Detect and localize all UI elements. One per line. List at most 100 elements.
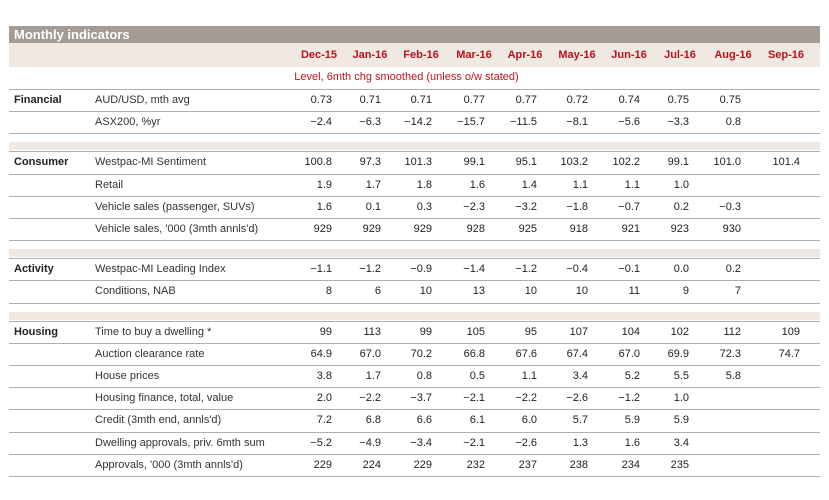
row-label: Vehicle sales, '000 (3mth annls'd)	[95, 223, 259, 235]
table-title: Monthly indicators	[14, 27, 130, 42]
row-label: Conditions, NAB	[95, 285, 176, 298]
row-rule	[9, 218, 820, 219]
row-label: Retail	[95, 178, 124, 191]
subtitle: Level, 6mth chg smoothed (unless o/w sta…	[9, 71, 820, 83]
value-cell: 5.9	[673, 414, 689, 427]
value-cell: 930	[722, 223, 741, 235]
value-cell: 112	[723, 325, 741, 338]
value-cell: 1.6	[624, 436, 640, 449]
row-rule	[9, 387, 820, 389]
value-cell: −3.2	[515, 200, 537, 213]
value-cell: 10	[419, 285, 432, 298]
row-label: ASX200, %yr	[95, 116, 161, 129]
value-cell: 0.75	[667, 94, 689, 106]
value-cell: 229	[313, 458, 332, 471]
value-cell: 101.0	[713, 156, 741, 169]
value-cell: 69.9	[667, 347, 689, 360]
value-cell: 10	[524, 285, 537, 298]
value-cell: 101.4	[772, 156, 800, 169]
value-cell: 234	[621, 458, 640, 471]
value-cell: 1.1	[521, 370, 537, 382]
value-cell: 923	[670, 223, 689, 235]
section-activity: Activity	[14, 263, 54, 276]
value-cell: 0.5	[469, 370, 485, 382]
value-cell: 5.2	[624, 370, 640, 382]
value-cell: 1.7	[365, 370, 381, 382]
section-financial: Financial	[14, 94, 62, 106]
row-label: House prices	[95, 370, 160, 382]
value-cell: 929	[313, 223, 332, 235]
value-cell: 925	[518, 223, 537, 235]
row-rule	[9, 302, 820, 304]
value-cell: 224	[362, 458, 381, 471]
row-label: Approvals, '000 (3mth annls'd)	[95, 458, 243, 471]
value-cell: 3.8	[316, 370, 332, 382]
value-cell: 7	[734, 285, 741, 298]
section-consumer: Consumer	[14, 156, 69, 169]
month-header-jan-16: Jan-16	[352, 49, 388, 61]
row-label: Westpac-MI Leading Index	[95, 263, 226, 276]
month-header-feb-16: Feb-16	[403, 49, 439, 61]
row-rule	[9, 133, 820, 135]
value-cell: −2.1	[463, 436, 485, 449]
value-cell: 0.71	[359, 94, 381, 106]
value-cell: −3.4	[410, 436, 432, 449]
section-housing: Housing	[14, 325, 58, 338]
value-cell: −11.5	[509, 116, 537, 129]
value-cell: −5.6	[618, 116, 640, 129]
row-label: Vehicle sales (passenger, SUVs)	[95, 200, 255, 213]
value-cell: 3.4	[572, 370, 588, 382]
section-rule	[9, 258, 820, 260]
value-cell: 100.8	[304, 156, 332, 169]
value-cell: 6.8	[365, 414, 381, 427]
value-cell: 101.3	[404, 156, 432, 169]
section-gap	[9, 311, 820, 320]
value-cell: −0.1	[618, 263, 640, 276]
row-rule	[9, 240, 820, 242]
value-cell: 232	[466, 458, 485, 471]
value-cell: 0.8	[416, 370, 432, 382]
value-cell: −0.4	[566, 263, 588, 276]
value-cell: −2.6	[566, 392, 588, 405]
row-label: Time to buy a dwelling *	[95, 325, 212, 338]
value-cell: 0.3	[416, 200, 432, 213]
value-cell: 0.1	[365, 200, 381, 213]
value-cell: 1.6	[316, 200, 332, 213]
row-label: Credit (3mth end, annls'd)	[95, 414, 222, 427]
value-cell: −14.2	[404, 116, 432, 129]
value-cell: −15.7	[457, 116, 485, 129]
value-cell: 7.2	[316, 414, 332, 427]
value-cell: 11	[628, 285, 640, 298]
value-cell: −3.3	[667, 116, 689, 129]
row-rule	[9, 409, 820, 411]
row-label: Dwelling approvals, priv. 6mth sum	[95, 436, 265, 449]
value-cell: −0.9	[410, 263, 432, 276]
value-cell: 67.0	[359, 347, 381, 360]
value-cell: −1.2	[359, 263, 381, 276]
value-cell: 5.9	[624, 414, 640, 427]
value-cell: 0.73	[310, 94, 332, 106]
value-cell: 0.0	[673, 263, 689, 276]
row-rule	[9, 195, 820, 197]
value-cell: 0.77	[515, 94, 537, 106]
value-cell: 6.1	[469, 414, 485, 427]
value-cell: −1.2	[515, 263, 537, 276]
month-header-sep-16: Sep-16	[767, 49, 805, 61]
row-label: Housing finance, total, value	[95, 392, 234, 405]
value-cell: −4.9	[359, 436, 381, 449]
value-cell: 8	[325, 285, 332, 298]
value-cell: 6	[374, 285, 381, 298]
value-cell: 235	[670, 458, 689, 471]
row-rule	[9, 365, 820, 366]
month-header-jun-16: Jun-16	[611, 49, 647, 61]
value-cell: 72.3	[719, 347, 741, 360]
value-cell: −5.2	[310, 436, 332, 449]
row-rule	[9, 173, 820, 175]
value-cell: 5.8	[725, 370, 741, 382]
section-rule	[9, 320, 820, 322]
month-header-may-16: May-16	[558, 49, 596, 61]
value-cell: 1.3	[572, 436, 588, 449]
value-cell: −2.2	[515, 392, 537, 405]
value-cell: 1.6	[469, 178, 485, 191]
month-header-jul-16: Jul-16	[664, 49, 696, 61]
